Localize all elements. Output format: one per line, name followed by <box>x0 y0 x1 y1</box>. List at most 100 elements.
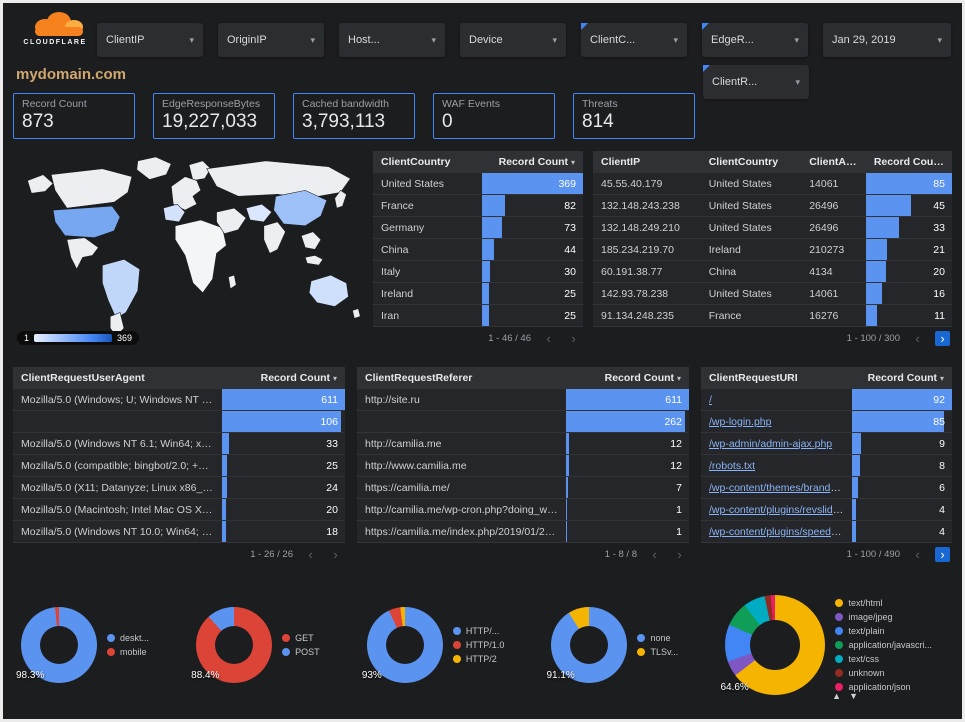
legend-item-text-css[interactable]: text/css <box>835 654 932 664</box>
country-africa[interactable] <box>174 219 227 294</box>
table-row[interactable]: /wp-content/plugins/revslider/rs-p... 4 <box>701 499 952 521</box>
request-method-donut[interactable] <box>196 607 273 683</box>
country-indonesia[interactable] <box>304 255 324 266</box>
table-row[interactable]: Mozilla/5.0 (compatible; bingbot/2.0; +h… <box>13 455 345 477</box>
legend-item-image-jpeg[interactable]: image/jpeg <box>835 612 932 622</box>
country-alaska[interactable] <box>27 174 54 194</box>
next-page-icon[interactable]: › <box>935 546 950 562</box>
uri-link[interactable]: /wp-admin/admin-ajax.php <box>709 437 833 450</box>
column-header-record-count[interactable]: Record Count ▾ <box>867 372 944 384</box>
uri-link[interactable]: /wp-content/themes/brandon/plu... <box>709 481 852 494</box>
country-mexico[interactable] <box>66 237 99 270</box>
legend-item-text-plain[interactable]: text/plain <box>835 626 932 636</box>
table-row[interactable]: 132.148.249.210 United States 26496 33 <box>593 217 952 239</box>
legend-item-application-json[interactable]: application/json <box>835 682 932 692</box>
column-header-clientcountry[interactable]: ClientCountry <box>708 156 779 168</box>
country-scandinavia[interactable] <box>188 160 212 181</box>
filter-clientip[interactable]: ClientIP ▾ <box>97 23 203 57</box>
table-row[interactable]: Italy 30 <box>373 261 583 283</box>
country-france-iberia[interactable] <box>163 203 186 223</box>
table-row[interactable]: http://www.camilia.me 12 <box>357 455 689 477</box>
prev-page-icon[interactable]: ‹ <box>915 546 920 562</box>
table-row[interactable]: /wp-content/plugins/speed-booste... 4 <box>701 521 952 543</box>
column-header-clientip[interactable]: ClientIP <box>601 156 641 168</box>
uri-link[interactable]: /wp-login.php <box>709 415 772 428</box>
column-header-record-count[interactable]: Record Count ▾ <box>260 372 337 384</box>
table-row[interactable]: https://camilia.me/index.php/2019/01/26/… <box>357 521 689 543</box>
uri-link[interactable]: /robots.txt <box>709 459 756 472</box>
legend-item-mobile[interactable]: mobile <box>107 647 149 657</box>
legend-item-application-javascri[interactable]: application/javascri... <box>835 640 932 650</box>
column-header-clientcountry[interactable]: ClientCountry <box>381 156 451 168</box>
prev-page-icon[interactable]: ‹ <box>308 546 313 562</box>
legend-item-http-2[interactable]: HTTP/2 <box>452 654 505 664</box>
column-header-clientrequesturi[interactable]: ClientRequestURI <box>709 372 798 384</box>
legend-item-get[interactable]: GET <box>282 633 320 643</box>
table-row[interactable]: Ireland 25 <box>373 283 583 305</box>
table-row[interactable]: 185.234.219.70 Ireland 210273 21 <box>593 239 952 261</box>
column-header-clientrequestuseragent[interactable]: ClientRequestUserAgent <box>21 372 145 384</box>
table-row[interactable]: France 82 <box>373 195 583 217</box>
page-up-arrow[interactable]: ▲ <box>832 691 842 701</box>
prev-page-icon[interactable]: ‹ <box>652 546 657 562</box>
prev-page-icon[interactable]: ‹ <box>546 330 551 346</box>
column-header-clientasn[interactable]: ClientASN <box>809 156 861 168</box>
next-page-icon[interactable]: › <box>571 330 576 346</box>
world-map-svg[interactable] <box>13 151 363 343</box>
country-india[interactable] <box>263 221 286 254</box>
table-row[interactable]: /wp-login.php 85 <box>701 411 952 433</box>
country-greenland[interactable] <box>136 156 172 180</box>
filter-host[interactable]: Host... ▾ <box>339 23 445 57</box>
country-canada[interactable] <box>50 168 133 209</box>
country-brazil[interactable] <box>102 258 141 319</box>
filter-clientrequest[interactable]: ClientR... ▾ <box>703 65 809 99</box>
uri-link[interactable]: /wp-content/plugins/revslider/rs-p... <box>709 503 852 516</box>
table-row[interactable]: 45.55.40.179 United States 14061 85 <box>593 173 952 195</box>
column-header-clientrequestreferer[interactable]: ClientRequestReferer <box>365 372 473 384</box>
device-type-donut[interactable] <box>21 607 97 683</box>
country-russia[interactable] <box>206 160 351 199</box>
http-protocol-donut[interactable] <box>366 607 443 683</box>
uri-link[interactable]: /wp-content/plugins/speed-booste... <box>709 525 852 538</box>
column-header-record-count[interactable]: Record Count ▾ <box>498 156 575 168</box>
table-row[interactable]: http://camilia.me 12 <box>357 433 689 455</box>
table-row[interactable]: Germany 73 <box>373 217 583 239</box>
table-row[interactable]: United States 369 <box>373 173 583 195</box>
uri-link[interactable]: / <box>709 393 712 406</box>
column-header-record-count[interactable]: Record Count ▾ <box>873 156 951 168</box>
filter-clientc[interactable]: ClientC... ▾ <box>581 23 687 57</box>
legend-item-none[interactable]: none <box>637 633 678 643</box>
legend-item-deskt[interactable]: deskt... <box>107 633 149 643</box>
legend-item-http[interactable]: HTTP/... <box>452 626 505 636</box>
table-row[interactable]: 132.148.243.238 United States 26496 45 <box>593 195 952 217</box>
table-row[interactable]: Iran 25 <box>373 305 583 327</box>
table-row[interactable]: Mozilla/5.0 (Windows; U; Windows NT 5.1;… <box>13 389 345 411</box>
table-row[interactable]: /wp-content/themes/brandon/plu... 6 <box>701 477 952 499</box>
next-page-icon[interactable]: › <box>333 546 338 562</box>
legend-item-tlsv[interactable]: TLSv... <box>637 647 678 657</box>
country-madagascar[interactable] <box>228 274 237 290</box>
table-row[interactable]: / 92 <box>701 389 952 411</box>
country-australia[interactable] <box>308 274 349 307</box>
content-type-donut[interactable] <box>725 595 826 695</box>
page-down-arrow[interactable]: ▼ <box>849 691 858 701</box>
filter-device[interactable]: Device ▾ <box>460 23 566 57</box>
table-row[interactable]: 91.134.248.235 France 16276 11 <box>593 305 952 327</box>
table-row[interactable]: 262 <box>357 411 689 433</box>
country-china[interactable] <box>273 190 328 227</box>
country-iran[interactable] <box>245 203 273 223</box>
legend-item-http-1-0[interactable]: HTTP/1.0 <box>452 640 504 650</box>
country-japan[interactable] <box>334 189 347 209</box>
legend-item-post[interactable]: POST <box>282 647 320 657</box>
table-row[interactable]: Mozilla/5.0 (X11; Datanyze; Linux x86_64… <box>13 477 345 499</box>
filter-originip[interactable]: OriginIP ▾ <box>218 23 324 57</box>
legend-item-unknown[interactable]: unknown <box>835 668 932 678</box>
table-row[interactable]: http://camilia.me/wp-cron.php?doing_wp_c… <box>357 499 689 521</box>
table-row[interactable]: 142.93.78.238 United States 14061 16 <box>593 283 952 305</box>
table-row[interactable]: http://site.ru 611 <box>357 389 689 411</box>
table-row[interactable]: 60.191.38.77 China 4134 20 <box>593 261 952 283</box>
table-row[interactable]: 106 <box>13 411 345 433</box>
country-new-zealand[interactable] <box>352 308 361 319</box>
table-row[interactable]: Mozilla/5.0 (Windows NT 6.1; Win64; x64;… <box>13 433 345 455</box>
table-row[interactable]: /wp-admin/admin-ajax.php 9 <box>701 433 952 455</box>
